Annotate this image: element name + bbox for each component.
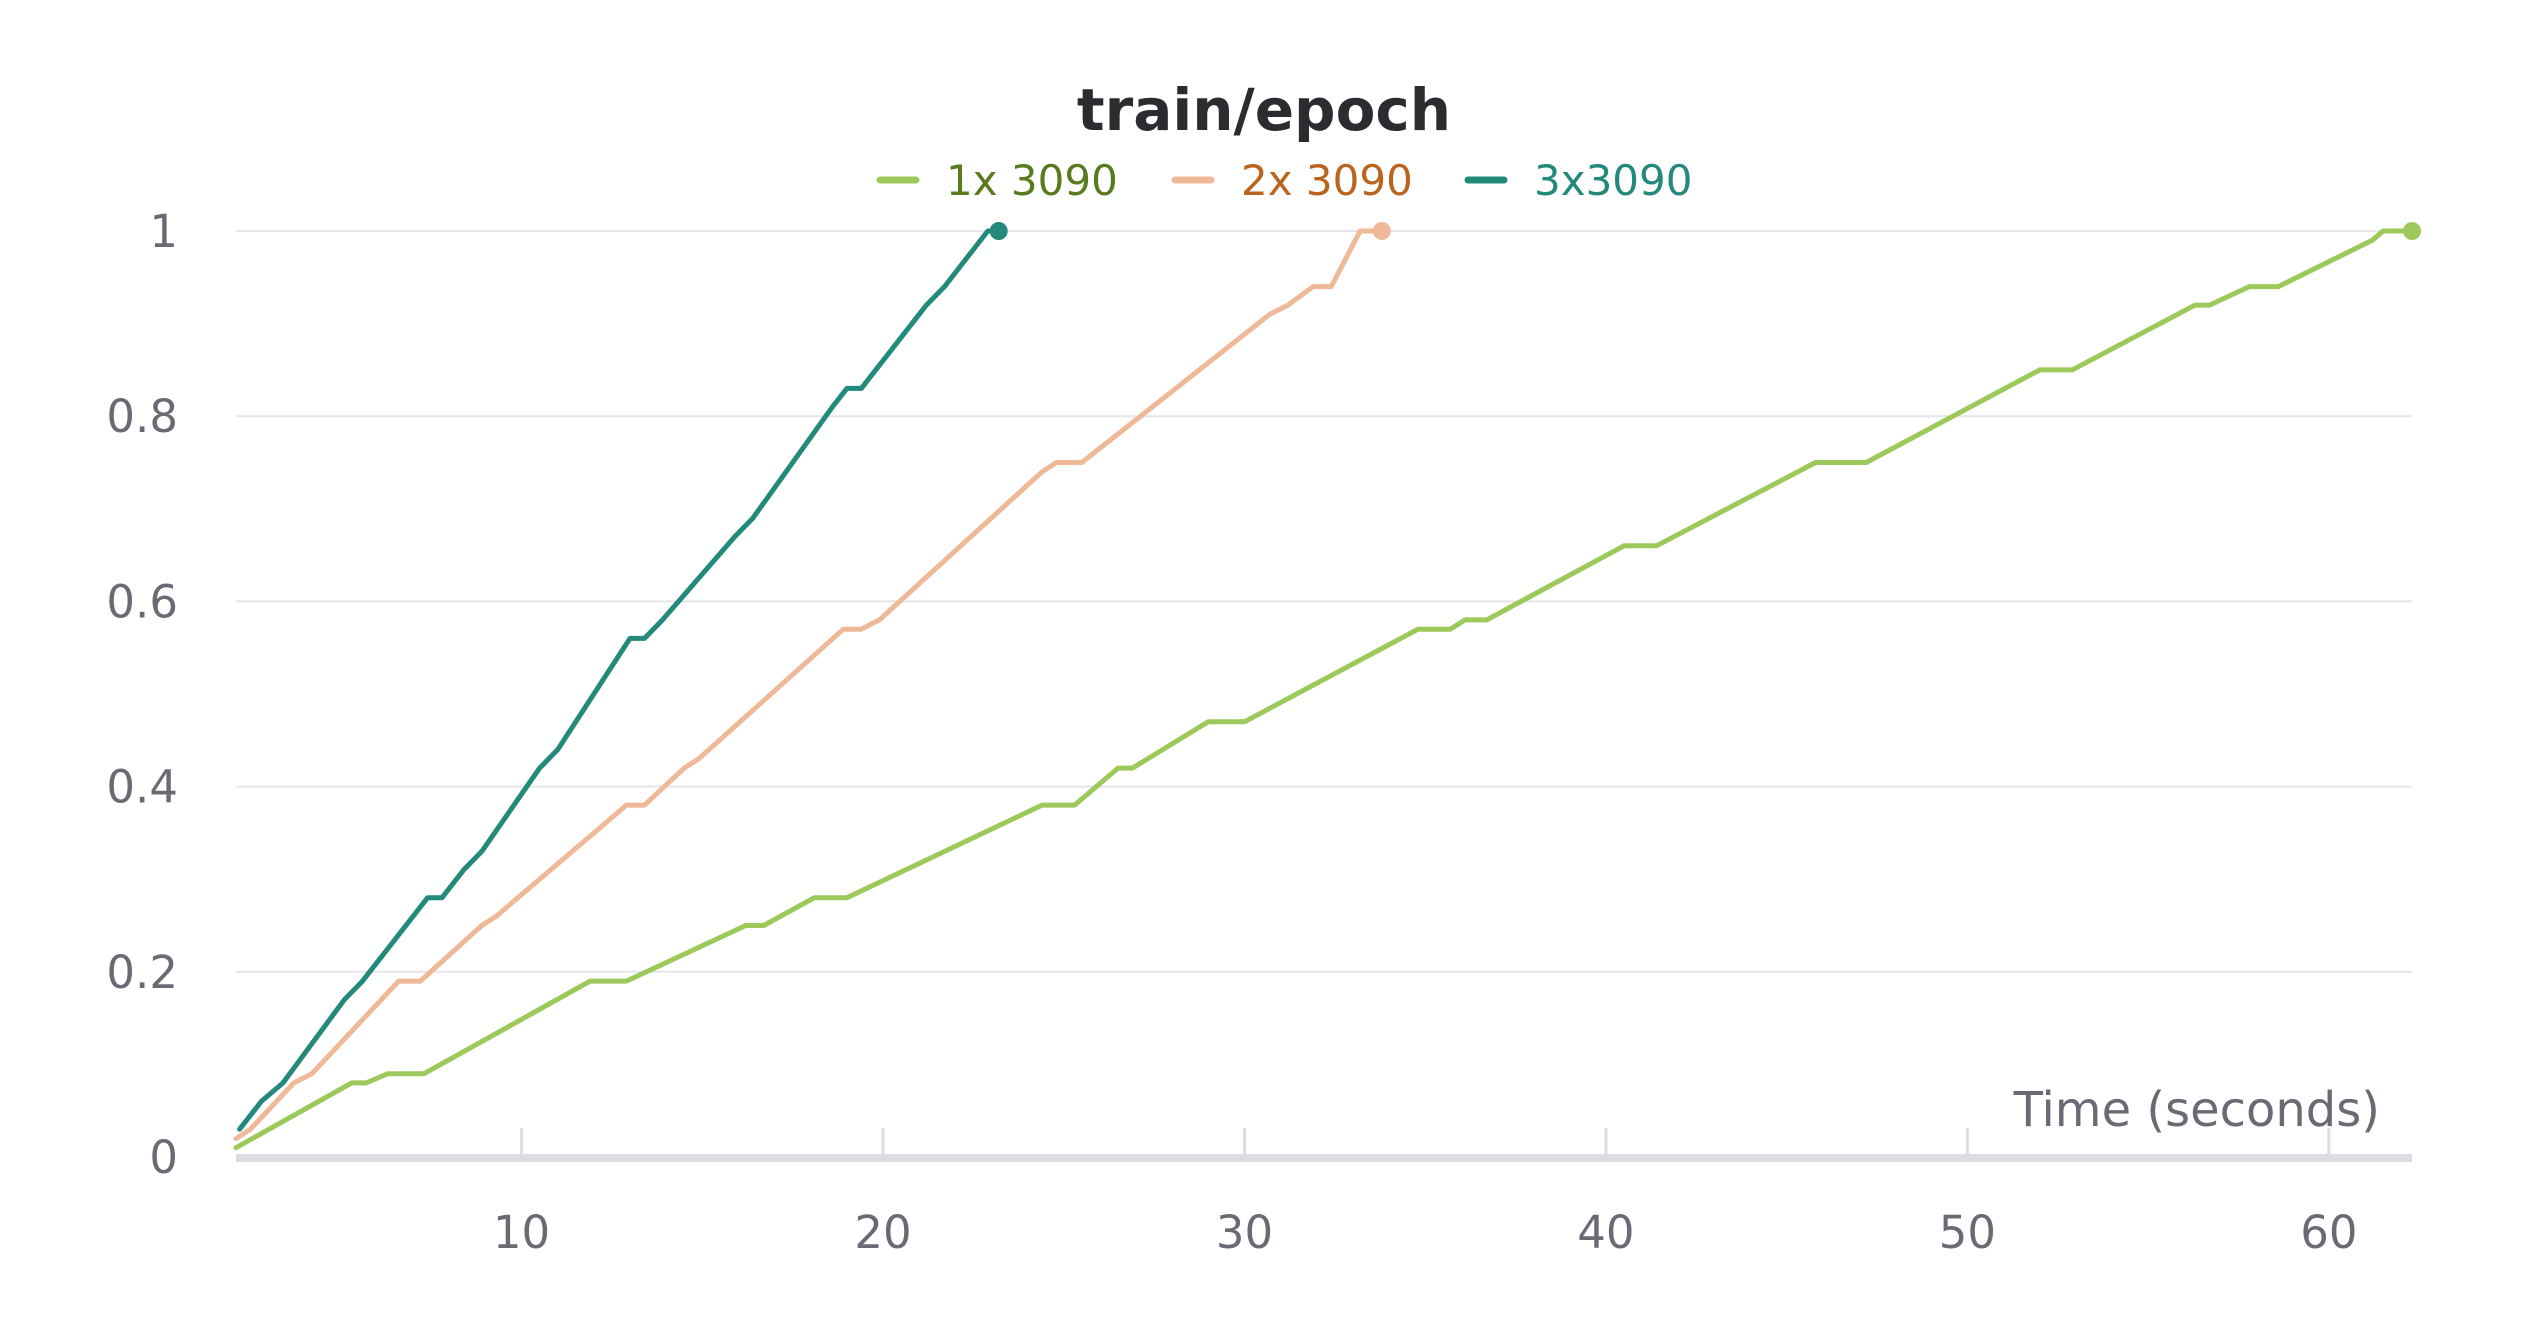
y-tick-label: 0.6 [106,575,178,628]
series-end-marker-2[interactable] [1372,222,1391,240]
chart-title: train/epoch [1077,76,1451,144]
series-end-marker-3[interactable] [989,222,1008,240]
series-end-marker-1[interactable] [2403,222,2421,240]
series-line-3[interactable] [237,228,1002,1132]
legend-item-2[interactable]: 2x 3090 [1171,156,1413,205]
x-tick-label: 20 [854,1206,911,1259]
y-tick-label: 0.8 [106,390,178,443]
series-line-2[interactable] [233,228,1385,1141]
legend-label: 3x3090 [1534,156,1692,205]
x-tick-label: 40 [1577,1206,1634,1259]
x-axis-label: Time (seconds) [2013,1082,2380,1138]
axis-layer: 0 0.2 0.4 0.6 0.8 1 10 20 30 40 50 60 [106,205,2412,1259]
legend-label: 1x 3090 [946,156,1118,205]
x-tick-label: 10 [493,1206,550,1259]
legend-label: 2x 3090 [1241,156,1413,205]
y-tick-label: 1 [149,205,178,258]
y-tick-label: 0.2 [106,946,178,999]
x-tick-label: 50 [1939,1206,1996,1259]
y-tick-label: 0.4 [106,761,178,814]
y-tick-label: 0 [149,1131,178,1184]
x-tick-label: 30 [1216,1206,1273,1259]
legend-item-1[interactable]: 1x 3090 [876,156,1118,205]
series-layer [233,222,2421,1151]
legend[interactable]: 1x 3090 2x 3090 3x3090 [876,156,1692,205]
series-line-1[interactable] [233,228,2415,1151]
legend-item-3[interactable]: 3x3090 [1464,156,1692,205]
grid-layer [236,230,2412,973]
x-tick-label: 60 [2300,1206,2357,1259]
